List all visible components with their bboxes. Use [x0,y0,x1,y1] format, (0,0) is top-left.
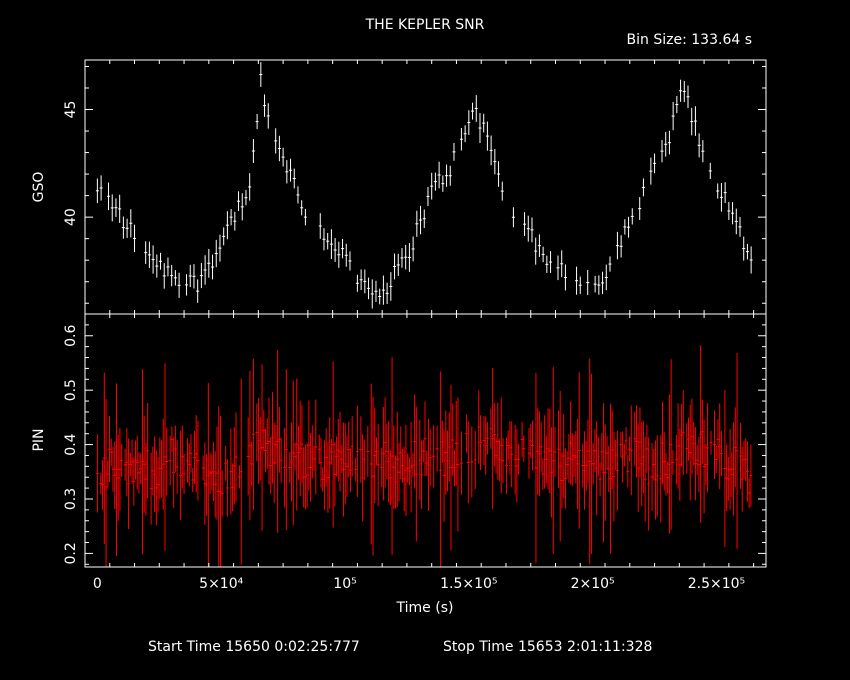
x-axis-label: Time (s) [396,600,454,616]
axis-tick-labels: 0 5×10⁴ 10⁵ 1.5×10⁵ 2×10⁵ 2.5×10⁵ 40 45 0.2 0.3 0.… [63,101,745,592]
x-tick-label: 10⁵ [333,576,356,592]
x-tick-label: 1.5×10⁵ [440,576,497,592]
gso-tick-label: 40 [63,208,79,226]
pin-panel-frame [84,313,767,568]
gso-tick-label: 45 [63,101,79,119]
x-tick-label: 5×10⁴ [199,576,243,592]
pin-axis-label: PIN [31,428,47,451]
x-tick-label: 2×10⁵ [571,576,615,592]
bin-size-label: Bin Size: 133.64 s [627,32,752,48]
pin-tick-label: 0.5 [63,379,79,401]
chart-title: THE KEPLER SNR [365,17,485,33]
gso-data-series [95,62,753,309]
start-time-label: Start Time 15650 0:02:25:777 [148,639,360,655]
pin-tick-label: 0.3 [63,488,79,510]
pin-tick-label: 0.6 [63,325,79,347]
x-tick-label: 2.5×10⁵ [688,576,745,592]
x-tick-label: 0 [93,576,102,592]
stop-time-label: Stop Time 15653 2:01:11:328 [443,639,652,655]
gso-axis-label: GSO [31,172,47,203]
pin-tick-label: 0.2 [63,542,79,564]
pin-tick-label: 0.4 [63,433,79,455]
axis-ticks [84,60,766,567]
pin-data-series [95,345,753,567]
